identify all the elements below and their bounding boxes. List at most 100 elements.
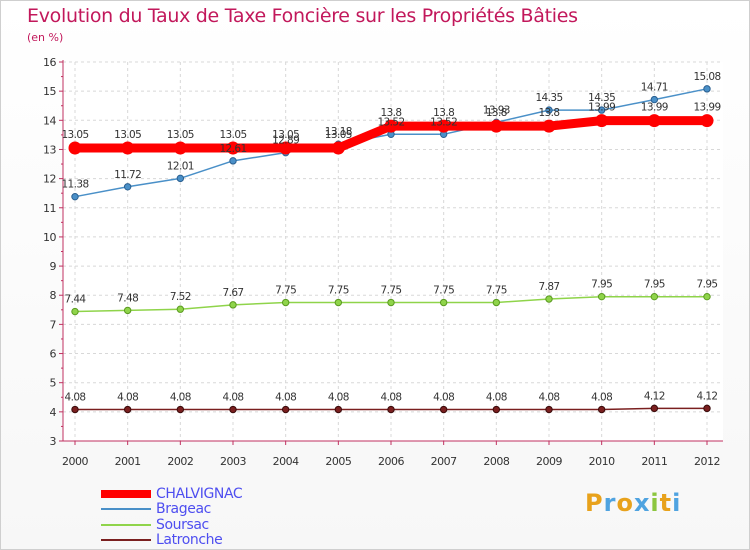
data-point-chalvignac <box>173 141 187 155</box>
data-point-chalvignac <box>542 119 556 133</box>
data-point-chalvignac <box>595 114 609 128</box>
legend-item-brageac: Brageac <box>101 501 211 517</box>
data-label-soursac: 7.75 <box>328 285 349 297</box>
data-point-latronche <box>123 405 132 414</box>
data-label-latronche: 4.08 <box>486 392 507 404</box>
y-tick-label: 14 <box>43 114 56 127</box>
data-point-soursac <box>176 305 185 313</box>
data-point-latronche <box>492 405 501 414</box>
data-label-soursac: 7.44 <box>65 294 87 306</box>
data-label-latronche: 4.08 <box>591 392 612 404</box>
data-point-brageac <box>123 183 132 191</box>
unit-label: (en %) <box>27 31 64 44</box>
data-point-chalvignac <box>384 119 398 133</box>
y-tick-label: 13 <box>43 143 56 156</box>
x-tick-label: 2004 <box>273 455 299 468</box>
data-label-brageac: 13.52 <box>430 116 457 128</box>
data-label-latronche: 4.08 <box>275 392 296 404</box>
data-point-soursac <box>597 292 606 301</box>
data-label-chalvignac: 13.8 <box>539 107 560 119</box>
x-tick-label: 2010 <box>589 455 615 468</box>
data-label-chalvignac: 13.05 <box>61 129 88 141</box>
data-label-soursac: 7.75 <box>275 285 296 297</box>
legend-swatch <box>101 508 151 510</box>
y-tick-label: 7 <box>50 318 57 331</box>
data-point-latronche <box>545 405 553 414</box>
x-tick-label: 2007 <box>431 455 457 468</box>
x-tick-label: 2003 <box>220 455 246 468</box>
legend-label: Latronche <box>156 532 223 548</box>
data-point-chalvignac <box>489 119 503 133</box>
y-tick-label: 15 <box>43 85 56 98</box>
data-label-chalvignac: 13.05 <box>167 129 194 141</box>
data-point-brageac <box>597 106 606 114</box>
data-point-latronche <box>281 405 290 414</box>
data-label-latronche: 4.08 <box>223 392 244 404</box>
x-tick-label: 2011 <box>641 455 667 468</box>
legend-swatch <box>101 539 151 541</box>
data-label-latronche: 4.08 <box>117 392 138 404</box>
y-tick-label: 16 <box>43 56 56 69</box>
y-tick-label: 9 <box>50 260 57 273</box>
data-label-soursac: 7.87 <box>539 281 560 293</box>
y-tick-label: 8 <box>50 289 57 302</box>
proxiti-logo: Proxiti <box>585 489 682 517</box>
x-tick-label: 2001 <box>115 455 141 468</box>
data-point-brageac <box>545 106 553 114</box>
data-point-chalvignac <box>331 141 345 155</box>
data-point-soursac <box>703 292 711 301</box>
data-label-chalvignac: 13.8 <box>433 107 454 119</box>
data-label-brageac: 11.38 <box>61 179 88 191</box>
legend-label: Soursac <box>156 517 209 533</box>
data-point-latronche <box>597 405 606 414</box>
data-label-chalvignac: 13.99 <box>588 102 615 114</box>
data-label-soursac: 7.75 <box>433 285 454 297</box>
y-tick-label: 11 <box>43 202 56 215</box>
y-tick-label: 6 <box>50 348 57 361</box>
data-label-brageac: 15.08 <box>693 71 720 83</box>
legend-item-chalvignac: CHALVIGNAC <box>101 486 243 502</box>
data-point-soursac <box>387 298 395 307</box>
data-label-latronche: 4.08 <box>433 392 454 404</box>
x-tick-label: 2008 <box>483 455 509 468</box>
legend-label: Brageac <box>156 501 211 517</box>
data-point-soursac <box>492 298 501 307</box>
data-point-chalvignac <box>226 141 240 155</box>
data-label-soursac: 7.75 <box>381 285 402 297</box>
data-label-soursac: 7.95 <box>591 279 612 291</box>
legend-swatch <box>101 490 151 498</box>
data-label-chalvignac: 13.05 <box>325 129 352 141</box>
data-label-brageac: 12.01 <box>167 160 194 172</box>
data-point-latronche <box>703 404 711 413</box>
y-tick-label: 4 <box>50 406 57 419</box>
data-point-latronche <box>387 405 395 414</box>
x-tick-label: 2000 <box>62 455 88 468</box>
data-label-soursac: 7.95 <box>697 279 718 291</box>
data-point-soursac <box>650 292 659 301</box>
data-label-chalvignac: 13.8 <box>381 107 402 119</box>
data-label-chalvignac: 13.05 <box>272 129 299 141</box>
data-point-chalvignac <box>121 141 135 155</box>
data-point-latronche <box>439 405 448 414</box>
x-tick-label: 2005 <box>325 455 351 468</box>
x-tick-label: 2012 <box>694 455 720 468</box>
data-point-latronche <box>650 404 659 413</box>
data-point-brageac <box>71 192 79 201</box>
data-label-brageac: 13.93 <box>483 104 510 116</box>
legend-item-soursac: Soursac <box>101 517 209 533</box>
data-label-chalvignac: 13.05 <box>219 129 246 141</box>
data-point-soursac <box>545 295 553 303</box>
data-label-latronche: 4.08 <box>328 392 349 404</box>
data-label-soursac: 7.67 <box>223 287 244 299</box>
data-point-chalvignac <box>647 114 661 128</box>
data-label-brageac: 14.71 <box>641 82 668 94</box>
legend-label: CHALVIGNAC <box>156 486 243 502</box>
data-point-latronche <box>176 405 185 414</box>
legend-item-latronche: Latronche <box>101 532 223 548</box>
y-tick-label: 3 <box>50 435 57 448</box>
data-label-brageac: 13.18 <box>325 126 352 138</box>
legend-swatch <box>101 524 151 526</box>
data-point-chalvignac <box>68 141 82 155</box>
y-tick-label: 12 <box>43 173 56 186</box>
